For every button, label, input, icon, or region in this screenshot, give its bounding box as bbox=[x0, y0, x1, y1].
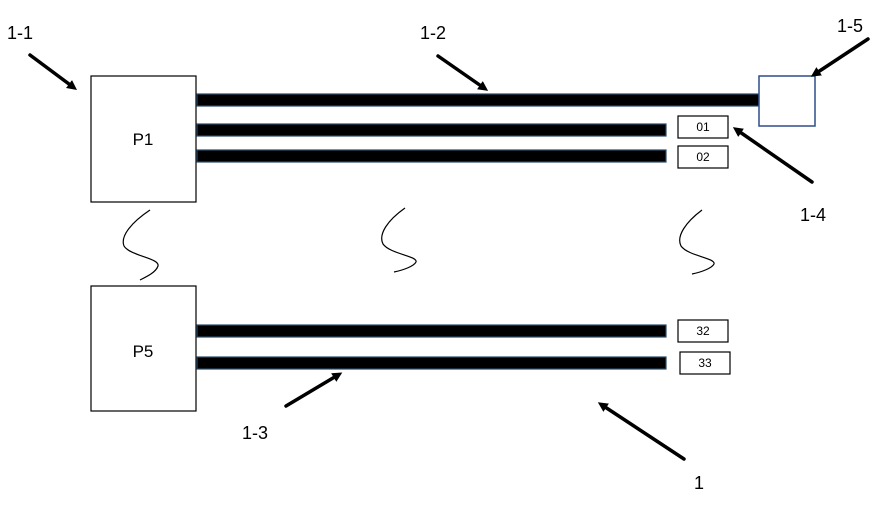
tag-01 bbox=[677, 115, 729, 139]
callout-1-1: 1-1 bbox=[7, 23, 33, 43]
line-top-main bbox=[196, 93, 760, 107]
arrow-1-4 bbox=[732, 127, 814, 184]
line-32 bbox=[196, 324, 667, 338]
callout-1: 1 bbox=[694, 473, 704, 493]
break-symbol-left bbox=[122, 209, 159, 281]
arrow-1-3 bbox=[284, 372, 343, 408]
tag-01-label: 01 bbox=[696, 120, 710, 134]
line-33 bbox=[196, 356, 667, 370]
line-01 bbox=[196, 123, 667, 137]
box-p1-label: P1 bbox=[133, 130, 154, 149]
box-p1 bbox=[90, 75, 197, 203]
callout-1-4: 1-4 bbox=[800, 205, 826, 225]
box-p5-label: P5 bbox=[133, 342, 154, 361]
tag-33-label: 33 bbox=[698, 356, 712, 370]
tag-33 bbox=[679, 351, 731, 375]
callout-1-3: 1-3 bbox=[242, 423, 268, 443]
end-box bbox=[758, 75, 816, 127]
break-symbol-middle bbox=[381, 207, 417, 273]
arrow-1-5 bbox=[810, 37, 870, 77]
callout-1-5: 1-5 bbox=[837, 16, 863, 36]
tag-32-label: 32 bbox=[696, 324, 710, 338]
arrow-1-2 bbox=[436, 54, 489, 91]
tag-32 bbox=[677, 319, 729, 343]
tag-02-label: 02 bbox=[696, 150, 710, 164]
box-p5 bbox=[90, 285, 197, 412]
break-symbol-right bbox=[679, 209, 715, 275]
arrow-1-1 bbox=[28, 53, 78, 90]
callout-1-2: 1-2 bbox=[420, 23, 446, 43]
tag-02 bbox=[677, 145, 729, 169]
line-02 bbox=[196, 149, 667, 163]
arrow-1 bbox=[597, 402, 686, 461]
